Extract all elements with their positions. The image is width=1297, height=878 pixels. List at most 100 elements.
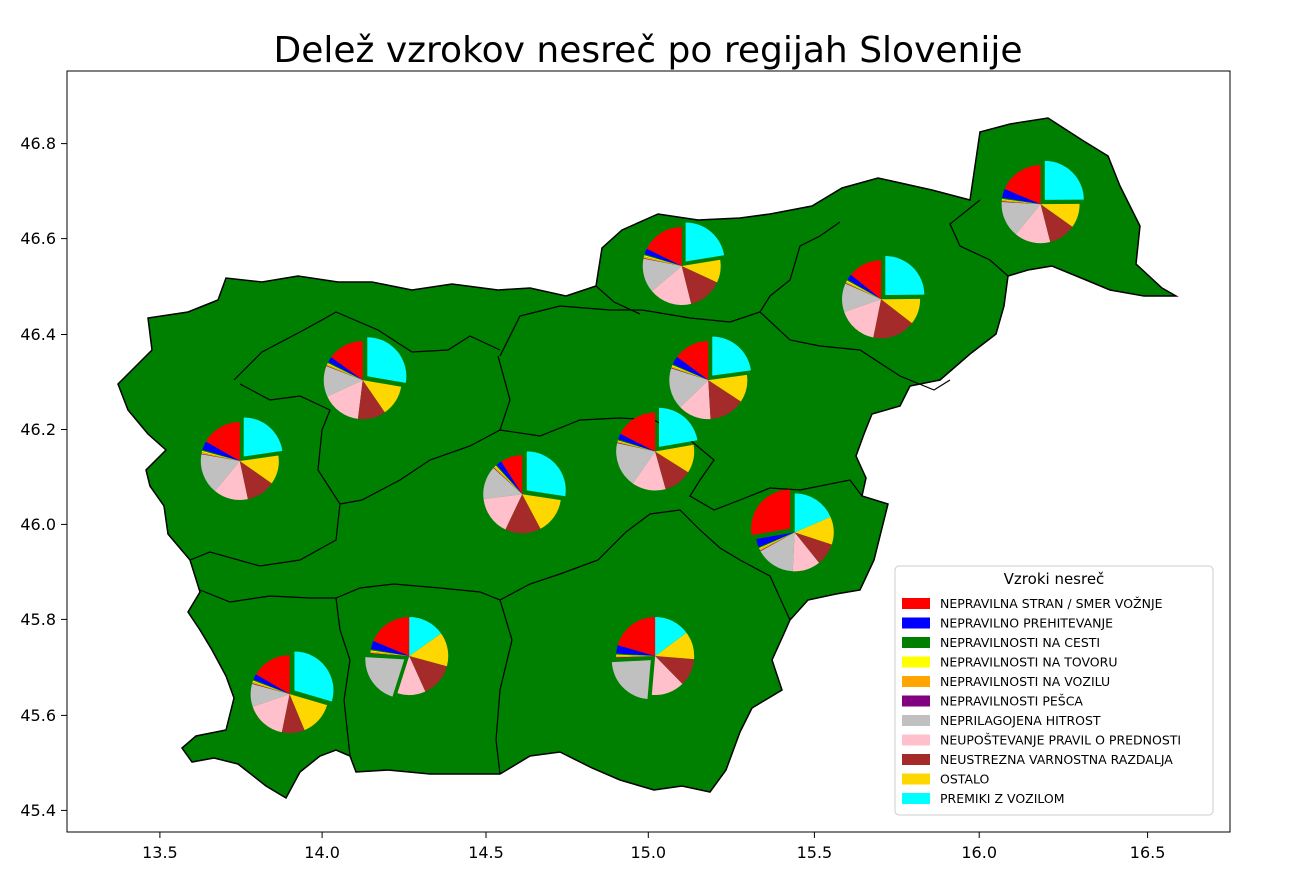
pie-slice <box>617 442 656 452</box>
pie-slice <box>323 366 363 397</box>
pie-slice <box>239 455 279 484</box>
pie-slice <box>655 632 695 660</box>
y-tick-label: 46.6 <box>20 229 56 248</box>
pie-slice <box>760 532 795 552</box>
y-tick: 46.2 <box>20 420 67 439</box>
pie-slice <box>409 633 449 667</box>
x-tick: 14.0 <box>304 832 340 862</box>
legend-swatch <box>902 598 930 609</box>
pie-slice <box>712 336 751 376</box>
pie-slice <box>756 532 795 548</box>
pie-slice <box>1004 165 1041 205</box>
legend-item: NEUSTREZNA VARNOSTNA RAZDALJA <box>902 752 1173 767</box>
pie-slice <box>327 362 363 381</box>
pie-slice <box>759 532 795 551</box>
region-border <box>335 597 351 757</box>
pie-slice <box>643 256 682 267</box>
legend-swatch <box>902 715 930 726</box>
pie-slice <box>685 222 725 262</box>
pie-slice <box>252 680 290 695</box>
pie-slice <box>289 694 328 731</box>
legend-label: NEPRAVILNOSTI NA VOZILU <box>940 674 1110 689</box>
pie-slice <box>294 651 334 702</box>
pie-slice <box>794 493 831 533</box>
y-tick-label: 46.4 <box>20 325 56 344</box>
pie-slice <box>792 532 820 572</box>
legend-title: Vzroki nesreč <box>1004 570 1105 588</box>
pie-slice <box>845 281 882 300</box>
legend-swatch <box>902 754 930 765</box>
pie-slice <box>370 653 410 657</box>
pie-slice <box>847 274 882 300</box>
pie-slice <box>483 494 523 530</box>
x-tick-label: 16.0 <box>961 843 997 862</box>
pie-slice <box>644 254 682 267</box>
region-pie <box>365 617 449 697</box>
x-tick-label: 15.5 <box>797 843 833 862</box>
pie-slice <box>655 444 695 473</box>
pie-slice <box>522 494 561 529</box>
legend-item: NEPRAVILNA STRAN / SMER VOŽNJE <box>902 596 1163 611</box>
pie-slice <box>367 337 407 383</box>
y-tick-label: 46.8 <box>20 134 56 153</box>
pie-slice <box>373 617 410 657</box>
region-pie <box>483 451 566 534</box>
legend-box <box>894 565 1214 816</box>
pie-slice <box>651 656 683 696</box>
pie-slice <box>501 455 523 495</box>
y-axis: 45.4 45.6 45.8 46.0 46.2 46.4 46.6 46.8 <box>20 134 67 820</box>
pie-slice <box>256 655 290 695</box>
y-tick-label: 45.4 <box>20 801 56 820</box>
pie-slice <box>644 248 682 267</box>
pie-slice <box>1001 201 1041 205</box>
y-tick: 46.8 <box>20 134 67 153</box>
legend-label: NEPRAVILNOSTI PEŠCA <box>940 694 1083 709</box>
pie-slice <box>616 653 656 657</box>
pie-slice <box>708 380 741 420</box>
pie-slice <box>655 617 687 657</box>
pie-slice <box>845 283 882 300</box>
region-border <box>595 285 641 315</box>
chart-title: Delež vzrokov nesreč po regijah Slovenij… <box>273 30 1022 71</box>
pie-slice <box>365 657 405 697</box>
pie-slice <box>611 660 651 700</box>
pie-slice <box>616 656 656 658</box>
pie-slice <box>885 256 925 296</box>
pie-slice <box>326 364 363 381</box>
pie-slice <box>846 279 882 300</box>
legend-swatch <box>902 676 930 687</box>
pie-slice <box>708 374 748 402</box>
pie-slice <box>505 494 541 534</box>
region-pie <box>1001 160 1084 244</box>
pie-slice <box>250 683 290 707</box>
legend-item: PREMIKI Z VOZILOM <box>902 791 1065 806</box>
pie-slice <box>252 681 290 695</box>
pie-slice <box>202 441 240 462</box>
region-border <box>189 383 341 567</box>
pie-slice <box>496 461 523 495</box>
pie-slice <box>331 341 363 381</box>
pie-slice <box>617 440 656 452</box>
legend-item: NEPRAVILNOSTI NA TOVORU <box>902 655 1117 670</box>
pie-slice <box>1002 189 1041 205</box>
region-border <box>499 417 863 511</box>
pie-slice <box>671 367 709 381</box>
y-tick-label: 45.6 <box>20 706 56 725</box>
pie-slice <box>672 356 709 381</box>
pie-slice <box>646 227 682 267</box>
pie-slice <box>794 532 832 563</box>
x-axis: 13.5 14.0 14.5 15.0 15.5 16.0 16.5 <box>142 832 1165 862</box>
legend-item: NEPRAVILNO PREHITEVANJE <box>902 616 1113 631</box>
pie-slice <box>243 417 283 457</box>
region-pie <box>250 651 334 734</box>
region-border <box>499 509 791 621</box>
pie-slice <box>493 466 523 495</box>
pie-slice <box>409 656 447 692</box>
pie-slice <box>873 299 912 339</box>
pie-slice <box>251 683 290 695</box>
legend: Vzroki nesreč NEPRAVILNA STRAN / SMER VO… <box>894 565 1214 816</box>
pie-slice <box>1001 202 1041 235</box>
pie-slice <box>850 260 882 300</box>
legend-swatch <box>902 734 930 746</box>
